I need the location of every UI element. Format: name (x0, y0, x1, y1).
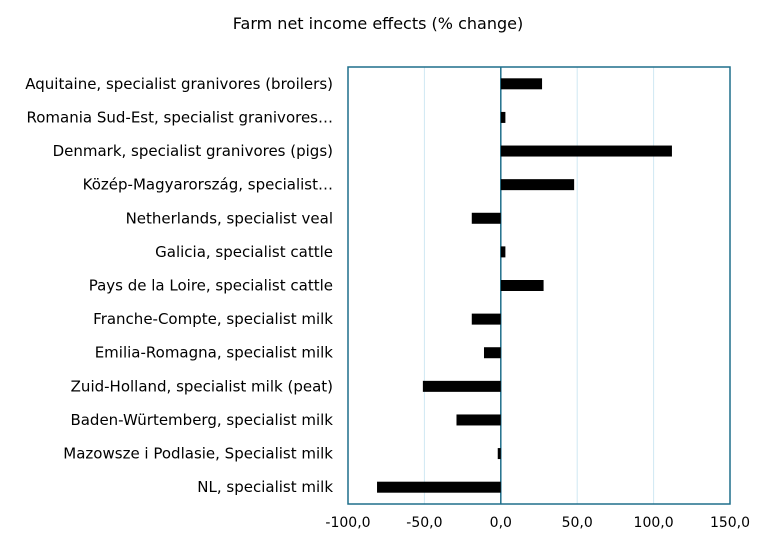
chart-title: Farm net income effects (% change) (233, 14, 523, 33)
category-label: Zuid-Holland, specialist milk (peat) (71, 377, 333, 395)
bar (500, 111, 506, 123)
x-tick-label: 0,0 (490, 515, 512, 531)
bar (500, 78, 543, 90)
category-label: Franche-Compte, specialist milk (93, 310, 333, 328)
category-label: Galicia, specialist cattle (155, 243, 333, 261)
bar (483, 347, 501, 359)
bar (500, 280, 544, 291)
x-tick-label: 150,0 (710, 515, 750, 531)
category-label: Pays de la Loire, specialist cattle (89, 277, 333, 295)
bar (471, 313, 501, 325)
category-label: Emilia-Romagna, specialist milk (95, 344, 334, 362)
grid-lines (423, 67, 655, 504)
bar (422, 380, 501, 392)
category-label: Netherlands, specialist veal (126, 209, 333, 227)
x-tick-label: -100,0 (325, 515, 370, 531)
category-label: Aquitaine, specialist granivores (broile… (25, 75, 333, 93)
category-label: NL, specialist milk (197, 478, 333, 496)
bars (377, 78, 672, 493)
x-tick-label: 50,0 (562, 515, 593, 531)
bar (500, 179, 575, 191)
category-label: Baden-Würtemberg, specialist milk (70, 411, 333, 429)
category-label: Denmark, specialist granivores (pigs) (53, 142, 333, 160)
x-tick-labels: -100,0 -50,0 0,0 50,0 100,0 150,0 (325, 515, 750, 531)
category-label: Romania Sud-Est, specialist granivores… (27, 108, 334, 126)
x-tick-label: -50,0 (406, 515, 442, 531)
bar (456, 414, 501, 426)
bar (500, 145, 672, 157)
category-label: Mazowsze i Podlasie, Specialist milk (63, 445, 333, 463)
bar (500, 246, 506, 258)
bar (377, 481, 501, 493)
bar (471, 212, 501, 224)
bar (497, 448, 501, 460)
category-label: Közép-Magyarország, specialist… (83, 176, 333, 194)
x-tick-label: 100,0 (634, 515, 674, 531)
category-labels: Aquitaine, specialist granivores (broile… (25, 75, 333, 496)
plot-frame (347, 66, 731, 505)
